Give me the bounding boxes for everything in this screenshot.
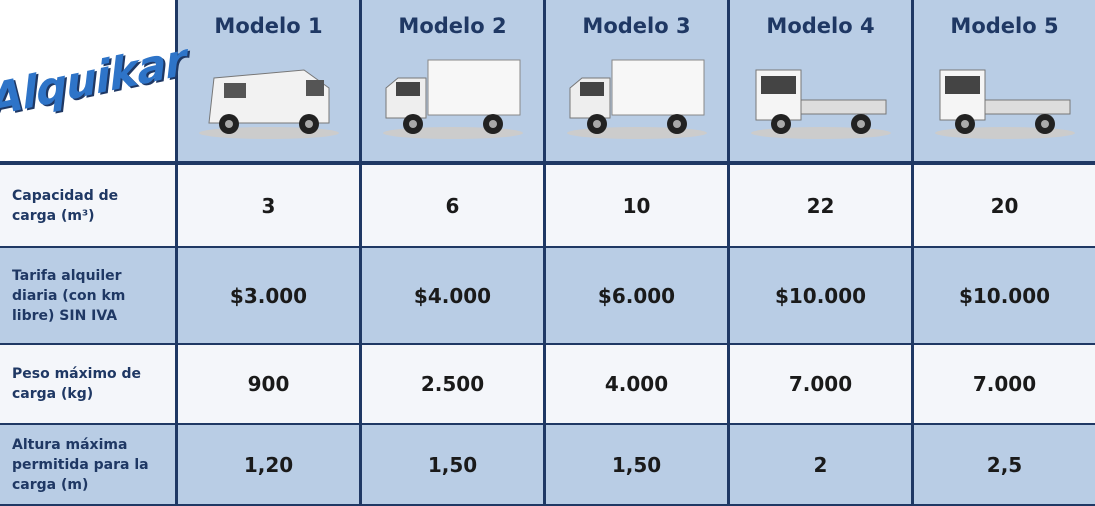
page: Alquikar Modelo 1 Modelo 2 Modelo 3 Modelo 4… <box>0 0 1095 506</box>
rental-table: Alquikar Modelo 1 Modelo 2 Modelo 3 Modelo 4… <box>0 0 1095 506</box>
cell-value: 900 <box>175 345 359 425</box>
truck-image <box>194 48 344 143</box>
model-name: Modelo 1 <box>214 14 322 38</box>
cell-value: 22 <box>727 165 911 248</box>
cell-value: $6.000 <box>543 248 727 345</box>
cell-value: 2,5 <box>911 425 1095 506</box>
cell-value: 4.000 <box>543 345 727 425</box>
column-header: Modelo 5 <box>911 0 1095 165</box>
cell-value: 1,50 <box>543 425 727 506</box>
cell-value: 7.000 <box>911 345 1095 425</box>
column-header: Modelo 2 <box>359 0 543 165</box>
cell-value: 2 <box>727 425 911 506</box>
model-name: Modelo 3 <box>582 14 690 38</box>
cell-value: 6 <box>359 165 543 248</box>
row-label: Peso máximo de carga (kg) <box>0 345 175 425</box>
cell-value: $10.000 <box>911 248 1095 345</box>
cell-value: $4.000 <box>359 248 543 345</box>
row-label: Capacidad de carga (m³) <box>0 165 175 248</box>
cell-value: $10.000 <box>727 248 911 345</box>
truck-image <box>930 48 1080 143</box>
cell-value: 3 <box>175 165 359 248</box>
cell-value: 2.500 <box>359 345 543 425</box>
cell-value: 1,50 <box>359 425 543 506</box>
truck-image <box>562 48 712 143</box>
logo: Alquikar <box>0 34 187 127</box>
cell-value: 10 <box>543 165 727 248</box>
column-header: Modelo 4 <box>727 0 911 165</box>
model-name: Modelo 5 <box>950 14 1058 38</box>
column-header: Modelo 1 <box>175 0 359 165</box>
truck-image <box>746 48 896 143</box>
logo-cell: Alquikar <box>0 0 175 165</box>
cell-value: $3.000 <box>175 248 359 345</box>
truck-image <box>378 48 528 143</box>
column-header: Modelo 3 <box>543 0 727 165</box>
row-label: Tarifa alquiler diaria (con km libre) SI… <box>0 248 175 345</box>
cell-value: 1,20 <box>175 425 359 506</box>
cell-value: 20 <box>911 165 1095 248</box>
model-name: Modelo 4 <box>766 14 874 38</box>
model-name: Modelo 2 <box>398 14 506 38</box>
row-label: Altura máxima permitida para la carga (m… <box>0 425 175 506</box>
cell-value: 7.000 <box>727 345 911 425</box>
